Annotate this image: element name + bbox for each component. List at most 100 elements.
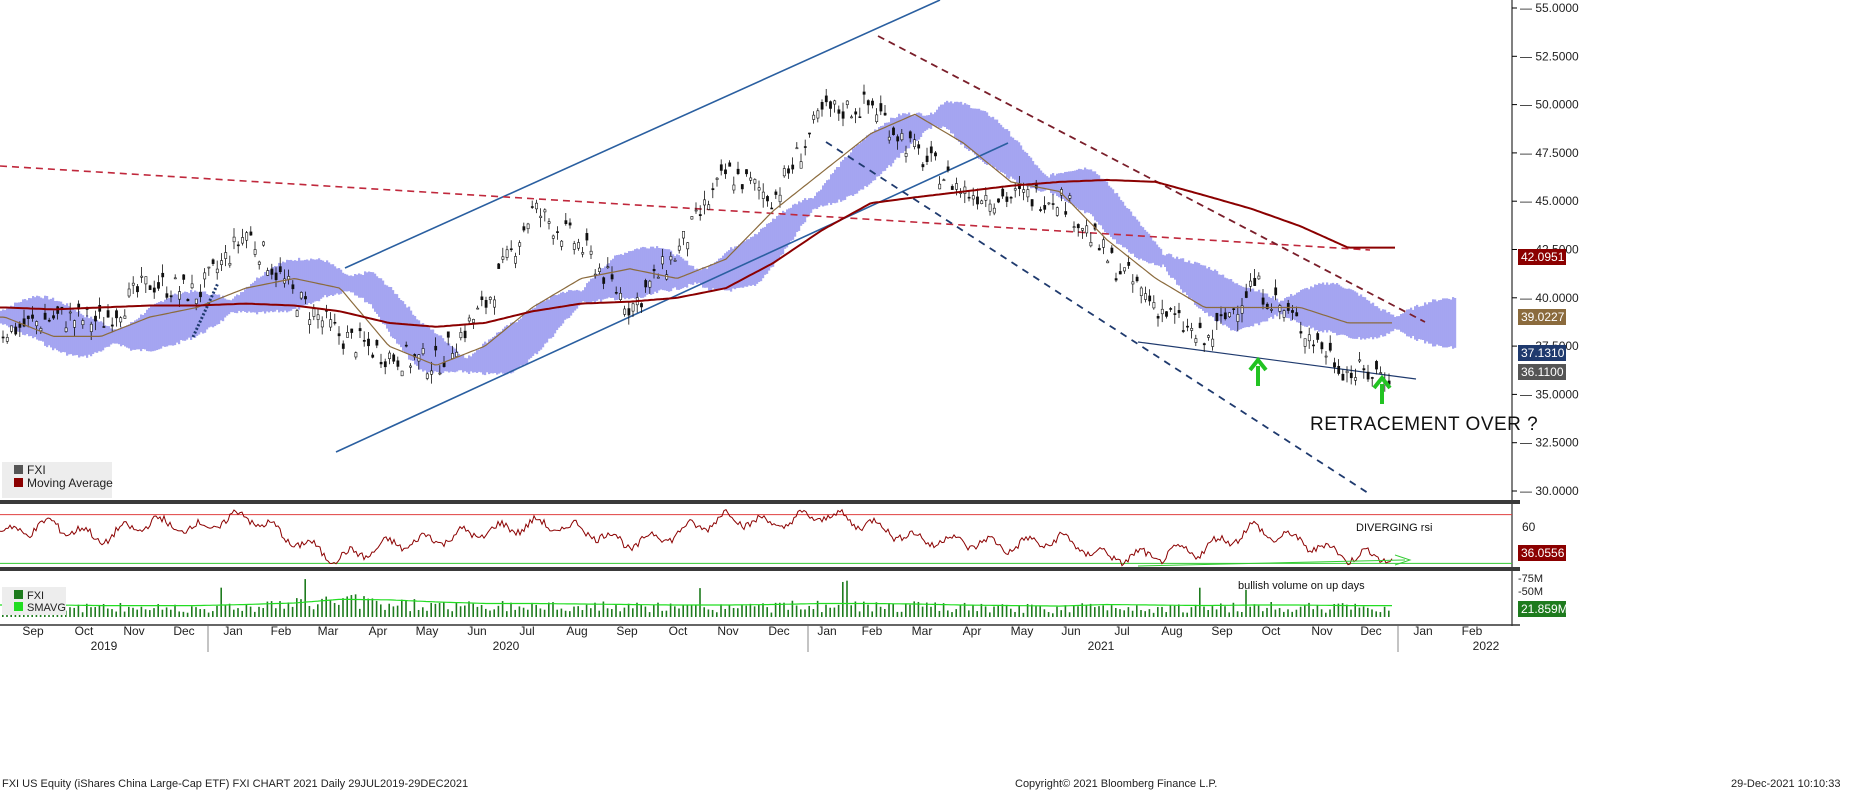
volume-bar	[212, 611, 214, 617]
cloud-slice	[960, 101, 963, 145]
cloud-slice	[880, 125, 883, 175]
cloud-slice	[40, 297, 43, 341]
cloud-slice	[1308, 289, 1311, 326]
cloud-slice	[954, 101, 957, 138]
cloud-slice	[870, 132, 873, 184]
cloud-slice	[1168, 253, 1171, 276]
ichimoku-cloud	[0, 100, 1457, 376]
cloud-slice	[176, 294, 179, 343]
cloud-slice	[962, 104, 965, 145]
legend-label: FXI	[27, 463, 46, 477]
candle-body	[862, 91, 866, 95]
volume-bar	[636, 602, 638, 617]
cloud-slice	[1188, 260, 1191, 300]
cloud-slice	[62, 303, 65, 352]
cloud-slice	[386, 285, 389, 329]
legend-swatch	[14, 465, 23, 474]
year-label: 2022	[1473, 639, 1500, 653]
volume-bar	[770, 612, 773, 617]
candle-body	[203, 272, 207, 280]
cloud-slice	[670, 250, 673, 292]
cloud-slice	[46, 296, 49, 348]
candle-body	[1110, 247, 1114, 253]
cloud-slice	[1008, 131, 1011, 179]
candle-body	[610, 274, 614, 280]
volume-bar	[1308, 602, 1310, 617]
cloud-slice	[800, 202, 803, 226]
cloud-slice	[682, 258, 685, 289]
candle-body	[1286, 302, 1290, 311]
volume-bar	[665, 610, 668, 617]
cloud-slice	[1164, 255, 1167, 268]
cloud-slice	[242, 291, 245, 311]
volume-bar	[69, 607, 71, 617]
cloud-slice	[254, 280, 257, 313]
cloud-slice	[222, 295, 225, 322]
cloud-slice	[318, 258, 321, 302]
candle-body	[1219, 314, 1223, 317]
cloud-slice	[126, 325, 129, 348]
cloud-slice	[878, 127, 881, 177]
cloud-slice	[198, 292, 201, 335]
volume-bar	[413, 599, 416, 617]
cloud-slice	[716, 260, 719, 289]
cloud-slice	[1204, 265, 1207, 314]
cloud-slice	[1202, 265, 1205, 311]
candle-body	[1068, 195, 1072, 199]
candle-body	[1198, 322, 1202, 328]
candle-body	[1085, 225, 1089, 234]
cloud-slice	[1320, 283, 1323, 332]
volume-bar	[669, 603, 672, 617]
volume-bar	[480, 605, 483, 617]
candle-body	[1249, 280, 1252, 287]
volume-bar	[149, 610, 151, 617]
up-arrow-icon	[1372, 374, 1392, 404]
candle-body	[946, 166, 950, 171]
cloud-slice	[594, 274, 597, 303]
month-label: Feb	[862, 624, 883, 638]
volume-bar	[325, 596, 327, 617]
cloud-slice	[298, 257, 301, 310]
cloud-slice	[184, 291, 187, 341]
cloud-slice	[220, 297, 223, 321]
cloud-slice	[984, 111, 987, 164]
cloud-slice	[832, 173, 835, 203]
candle-body	[144, 276, 148, 285]
volume-bar	[1173, 605, 1176, 617]
cloud-slice	[1152, 240, 1155, 263]
rsi-last-value-label: 36.0556	[1521, 546, 1565, 560]
candle-body	[1379, 372, 1383, 374]
volume-bar	[136, 609, 138, 617]
candle-body	[1320, 342, 1324, 350]
candle-body	[598, 267, 601, 272]
volume-bar	[560, 608, 563, 617]
candle-body	[140, 275, 144, 278]
volume-bar	[165, 607, 168, 617]
cloud-slice	[1070, 171, 1073, 204]
cloud-slice	[668, 249, 671, 292]
candle-body	[1102, 239, 1105, 248]
volume-bar	[1022, 612, 1025, 617]
cloud-slice	[1362, 296, 1365, 339]
volume-bar	[518, 606, 521, 617]
cloud-slice	[1004, 129, 1007, 175]
candle-body	[908, 131, 912, 139]
cloud-slice	[1056, 173, 1059, 197]
cloud-slice	[978, 108, 981, 160]
volume-bar	[249, 606, 252, 617]
volume-bar	[115, 611, 117, 617]
candle-body	[568, 222, 572, 226]
candle-body	[854, 111, 858, 115]
cloud-slice	[1212, 270, 1215, 318]
cloud-slice	[1318, 283, 1321, 332]
candle-body	[921, 164, 925, 168]
candle-body	[673, 259, 677, 262]
last-value-badge	[1518, 249, 1566, 265]
candle-body	[299, 292, 303, 299]
candle-body	[1194, 338, 1198, 343]
candle-body	[316, 314, 320, 320]
candle-body	[199, 291, 202, 298]
volume-bar	[430, 602, 432, 617]
volume-bar	[955, 609, 957, 617]
legend-swatch	[14, 478, 23, 487]
